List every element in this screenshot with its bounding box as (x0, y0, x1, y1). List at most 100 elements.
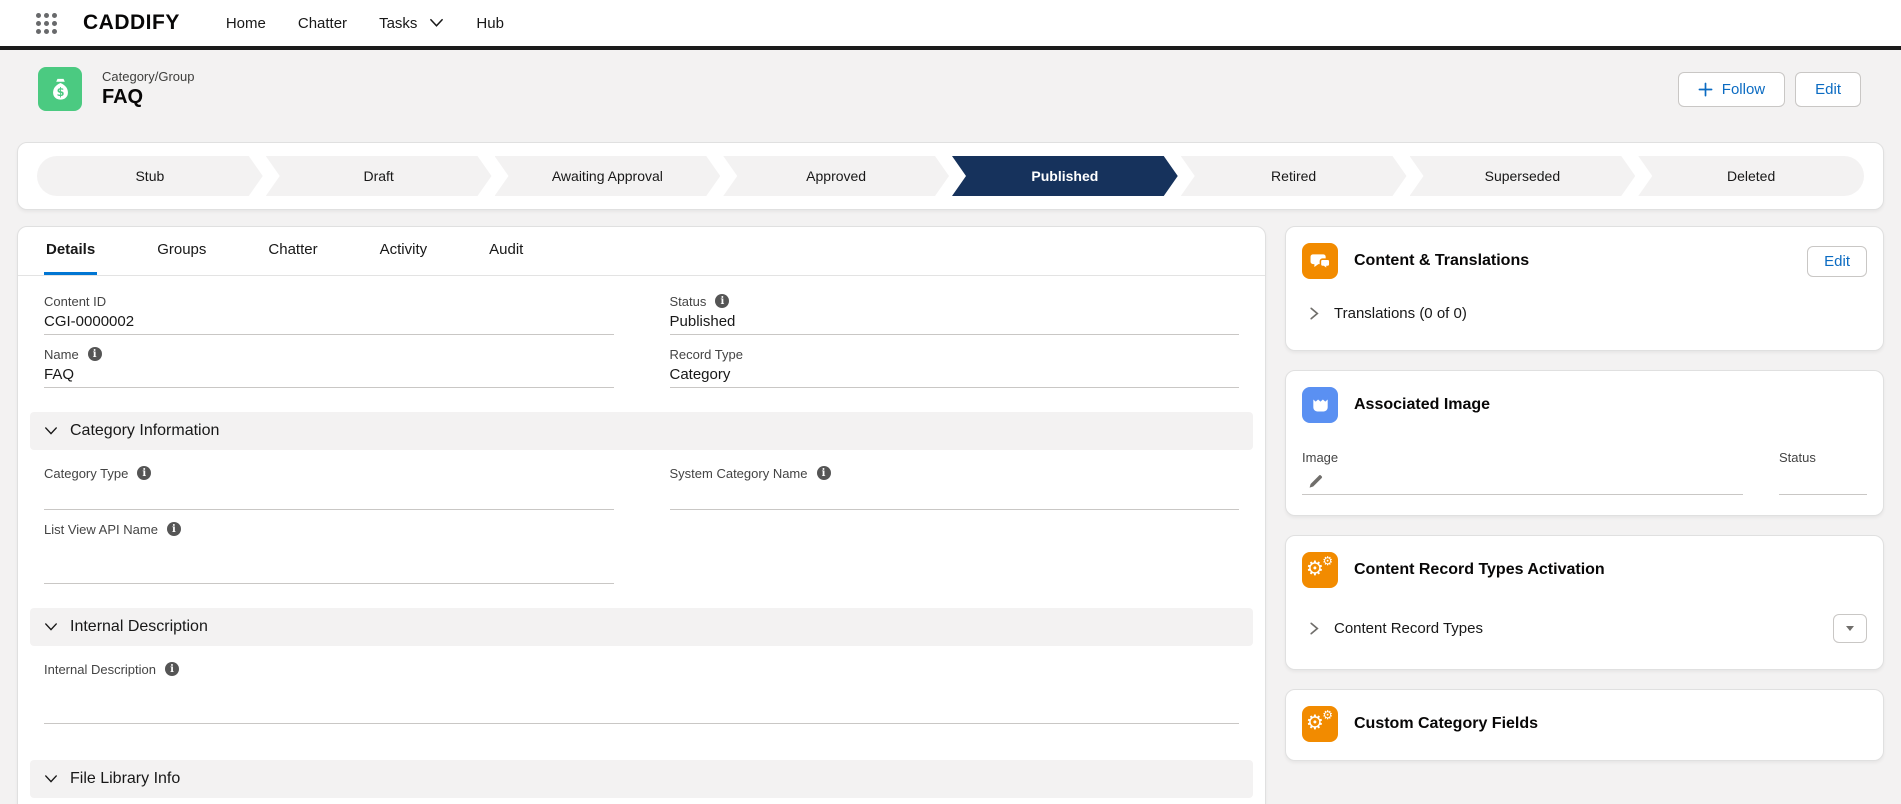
status-field-value (1779, 467, 1867, 494)
path-stage-retired[interactable]: Retired (1181, 156, 1407, 196)
tab-groups[interactable]: Groups (157, 241, 207, 258)
record-types-activation-title: Content Record Types Activation (1354, 561, 1605, 578)
chevron-down-icon[interactable] (429, 18, 444, 28)
field-status-value: Published (669, 310, 1239, 335)
section-internal-description[interactable]: Internal Description (30, 608, 1253, 646)
associated-image-title: Associated Image (1354, 396, 1491, 413)
field-record-type-label: Record Type (669, 346, 743, 362)
custom-category-fields-header: Custom Category Fields (1286, 690, 1883, 760)
image-field-label: Image (1302, 449, 1339, 465)
image-field-underline (1302, 494, 1743, 495)
content-translations-header: Content & Translations Edit (1286, 227, 1883, 289)
custom-category-fields-card: Custom Category Fields (1285, 689, 1884, 761)
record-tabs: Details Groups Chatter Activity Audit (18, 227, 1265, 276)
path-stage-published-current[interactable]: Published (952, 156, 1178, 196)
edit-button[interactable]: Edit (1795, 71, 1861, 107)
page-title: FAQ (102, 86, 144, 108)
sidebar: Content & Translations Edit Translations… (1285, 226, 1884, 761)
field-content-id-value: CGI-0000002 (44, 310, 614, 335)
nav-item-hub[interactable]: Hub (476, 14, 504, 32)
field-grid-empty-cell (670, 520, 1240, 584)
path-stage-draft[interactable]: Draft (266, 156, 492, 196)
field-system-category-name: System Category Name (669, 464, 1240, 510)
tab-audit[interactable]: Audit (489, 241, 524, 258)
associated-image-card: Associated Image Image Status (1285, 370, 1884, 516)
field-category-type-value (44, 482, 614, 510)
path-stage-approved[interactable]: Approved (723, 156, 949, 196)
info-icon[interactable] (137, 466, 152, 480)
field-system-category-name-label-text: System Category Name (669, 465, 808, 481)
gears-icon (1302, 552, 1338, 588)
edit-pencil-icon[interactable] (1308, 473, 1324, 489)
path-stage-superseded[interactable]: Superseded (1410, 156, 1636, 196)
field-status-label-text: Status (669, 293, 707, 309)
field-content-id: Content ID CGI-0000002 (44, 292, 614, 335)
content-record-types-menu-button[interactable] (1833, 614, 1867, 643)
content-translations-card: Content & Translations Edit Translations… (1285, 226, 1884, 351)
edit-button-label: Edit (1815, 80, 1841, 98)
chevron-down-icon[interactable] (44, 622, 58, 632)
record-types-activation-card: Content Record Types Activation Content … (1285, 535, 1884, 670)
tab-chatter[interactable]: Chatter (268, 241, 318, 258)
record-types-activation-header: Content Record Types Activation (1286, 536, 1883, 598)
info-icon[interactable] (165, 662, 179, 676)
record-detail-card: Details Groups Chatter Activity Audit Co… (17, 226, 1266, 804)
field-category-type: Category Type (44, 464, 614, 510)
field-internal-description-label-text: Internal Description (44, 661, 156, 677)
field-grid-category-info: Category Type System Category Name List … (18, 454, 1265, 594)
info-icon[interactable] (715, 294, 730, 308)
section-internal-description-label: Internal Description (70, 618, 208, 635)
record-header: $ Category/Group FAQ Follow Edit (0, 50, 1901, 128)
info-icon[interactable] (816, 466, 831, 480)
chevron-down-icon[interactable] (44, 426, 58, 436)
field-record-type: Record Type Category (669, 345, 1239, 388)
path-stage-awaiting-approval[interactable]: Awaiting Approval (495, 156, 721, 196)
field-internal-description-value (44, 678, 1239, 724)
field-status-label: Status (670, 292, 1240, 310)
nav-divider (0, 46, 1901, 50)
chevron-right-icon[interactable] (1308, 306, 1321, 321)
content-record-types-expander-row[interactable]: Content Record Types (1286, 598, 1883, 669)
info-icon[interactable] (87, 347, 102, 361)
path-card: Stub Draft Awaiting Approval Approved Pu… (17, 142, 1884, 210)
chat-bubbles-icon (1302, 243, 1338, 279)
chevron-down-icon[interactable] (44, 774, 58, 784)
status-field: Status (1779, 447, 1867, 495)
money-bag-icon: $ (38, 67, 82, 111)
plus-icon (1698, 82, 1713, 96)
record-path: Stub Draft Awaiting Approval Approved Pu… (37, 156, 1864, 196)
field-category-type-label-text: Category Type (44, 465, 129, 481)
section-file-library-info[interactable]: File Library Info (30, 760, 1253, 798)
content-translations-edit-button[interactable]: Edit (1807, 245, 1867, 277)
field-system-category-name-label: System Category Name (670, 464, 1240, 482)
path-stage-deleted[interactable]: Deleted (1638, 156, 1864, 196)
status-field-label: Status (1779, 449, 1816, 465)
field-system-category-name-value (669, 482, 1239, 510)
app-launcher-icon[interactable] (36, 12, 57, 34)
section-category-information[interactable]: Category Information (30, 412, 1253, 450)
associated-image-header: Associated Image (1286, 371, 1883, 433)
follow-button[interactable]: Follow (1677, 71, 1786, 107)
app-brand[interactable]: CADDIFY (83, 11, 180, 34)
field-list-view-api-name-value (44, 538, 614, 584)
gears-icon (1302, 706, 1338, 742)
path-stage-stub[interactable]: Stub (37, 156, 263, 196)
image-field-value (1302, 467, 1743, 494)
nav-item-chatter[interactable]: Chatter (297, 14, 348, 32)
section-category-information-label: Category Information (70, 422, 220, 439)
translations-expander-row[interactable]: Translations (0 of 0) (1286, 289, 1883, 350)
record-entity-label: Category/Group (102, 69, 195, 84)
status-field-underline (1779, 494, 1867, 495)
tab-activity[interactable]: Activity (379, 241, 428, 258)
associated-image-body: Image Status (1286, 433, 1883, 515)
field-category-type-label: Category Type (44, 464, 614, 482)
content-columns: Details Groups Chatter Activity Audit Co… (17, 226, 1884, 804)
info-icon[interactable] (166, 522, 181, 536)
field-record-type-value: Category (669, 363, 1239, 388)
nav-item-tasks[interactable]: Tasks (379, 15, 444, 32)
tab-details[interactable]: Details (44, 227, 98, 275)
chevron-right-icon[interactable] (1308, 621, 1321, 636)
top-nav: CADDIFY Home Chatter Tasks Hub (0, 0, 1901, 46)
field-list-view-api-name-label-text: List View API Name (44, 521, 158, 537)
nav-item-home[interactable]: Home (225, 14, 266, 32)
